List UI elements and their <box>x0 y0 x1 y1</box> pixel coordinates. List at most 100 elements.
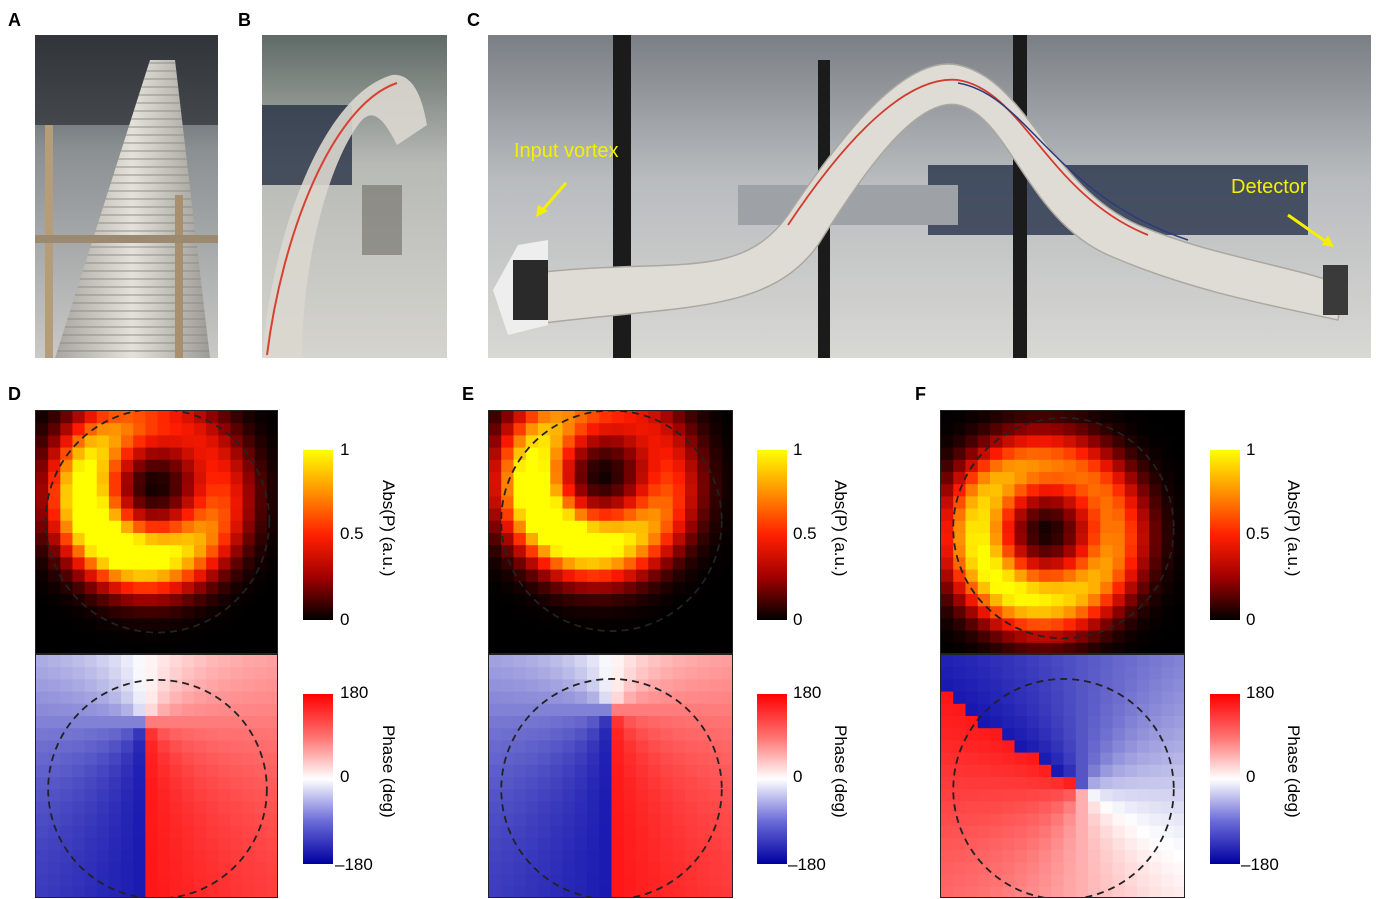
abs-tick-max-e: 1 <box>793 440 803 459</box>
heatmap-cell <box>242 569 256 583</box>
heatmap-cell <box>181 642 195 653</box>
heatmap-cell <box>1075 703 1089 717</box>
heatmap-cell <box>108 825 122 839</box>
heatmap-cell <box>697 679 711 693</box>
heatmap-cell <box>685 459 698 473</box>
heatmap-cell <box>1173 789 1184 802</box>
heatmap-cell <box>685 520 698 534</box>
heatmap-cell <box>169 691 183 705</box>
heatmap-cell <box>72 838 86 851</box>
heatmap-cell <box>953 740 967 754</box>
heatmap-cell <box>1026 581 1040 595</box>
heatmap-cell <box>1051 508 1065 522</box>
heatmap-cell <box>218 557 231 571</box>
heatmap-cell <box>36 838 49 851</box>
heatmap-cell <box>611 435 625 449</box>
heatmap-cell <box>1124 508 1138 522</box>
heatmap-cell <box>709 740 723 754</box>
heatmap-cell <box>266 508 277 522</box>
heatmap-cell <box>157 752 171 766</box>
heatmap-cell <box>1063 581 1077 595</box>
heatmap-cell <box>697 520 711 534</box>
heatmap-cell <box>1112 557 1126 571</box>
heatmap-cell <box>648 606 662 619</box>
heatmap-cell <box>1063 423 1077 436</box>
heatmap-cell <box>254 496 268 510</box>
heatmap-cell <box>636 459 649 473</box>
heatmap-cell <box>72 862 86 876</box>
heatmap-cell <box>108 459 122 473</box>
heatmap-cell <box>169 825 183 839</box>
heatmap-cell <box>230 423 244 436</box>
heatmap-cell <box>1161 533 1175 546</box>
heatmap-cell <box>550 679 564 693</box>
heatmap-cell <box>157 789 171 802</box>
heatmap-cell <box>611 655 625 668</box>
heatmap-cell <box>145 606 159 619</box>
heatmap-cell <box>1149 764 1163 778</box>
heatmap-cell <box>611 886 625 897</box>
heatmap-cell <box>218 618 231 632</box>
heatmap-cell <box>193 716 207 729</box>
heatmap-cell <box>562 825 576 839</box>
heatmap-cell <box>1100 642 1114 653</box>
heatmap-cell <box>254 581 268 595</box>
heatmap-cell <box>977 447 991 461</box>
heatmap-cell <box>525 801 539 815</box>
heatmap-cell <box>206 838 219 851</box>
heatmap-cell <box>1100 813 1114 827</box>
heatmap-cell <box>550 777 564 790</box>
heatmap-cell <box>709 606 723 619</box>
heatmap-cell <box>538 435 551 449</box>
heatmap-cell <box>1137 459 1150 473</box>
heatmap-cell <box>648 789 662 802</box>
phase-tick-max-d: 180 <box>340 683 369 702</box>
heatmap-cell <box>1149 533 1163 546</box>
heatmap-cell <box>1161 862 1175 876</box>
heatmap-cell <box>965 606 979 619</box>
heatmap-cell <box>721 545 732 558</box>
heatmap-cell <box>941 606 954 619</box>
heatmap-cell <box>513 716 527 729</box>
heatmap-cell <box>254 569 268 583</box>
heatmap-cell <box>977 825 991 839</box>
heatmap-cell <box>1039 728 1052 741</box>
heatmap-cell <box>1075 520 1089 534</box>
heatmap-cell <box>133 752 146 766</box>
heatmap-cell <box>709 886 723 897</box>
heatmap-cell <box>230 813 244 827</box>
heatmap-cell <box>538 703 551 717</box>
heatmap-cell <box>1112 850 1126 863</box>
heatmap-cell <box>587 630 600 644</box>
heatmap-cell <box>108 862 122 876</box>
heatmap-cell <box>648 691 662 705</box>
heatmap-cell <box>538 545 551 558</box>
heatmap-cell <box>1026 740 1040 754</box>
heatmap-cell <box>230 886 244 897</box>
heatmap-cell <box>218 520 231 534</box>
heatmap-cell <box>48 752 61 766</box>
heatmap-cell <box>48 508 61 522</box>
heatmap-cell <box>133 850 146 863</box>
heatmap-cell <box>60 472 74 485</box>
heatmap-cell <box>965 472 979 485</box>
heatmap-cell <box>611 606 625 619</box>
heatmap-cell <box>953 752 967 766</box>
heatmap-cell <box>1075 813 1089 827</box>
heatmap-cell <box>501 484 515 497</box>
heatmap-cell <box>672 618 686 632</box>
heatmap-cell <box>84 740 98 754</box>
heatmap-cell <box>193 789 207 802</box>
heatmap-cell <box>169 484 183 497</box>
heatmap-cell <box>36 740 49 754</box>
heatmap-cell <box>1161 472 1175 485</box>
heatmap-cell <box>513 703 527 717</box>
heatmap-cell <box>660 813 674 827</box>
heatmap-cell <box>574 545 588 558</box>
heatmap-cell <box>60 655 74 668</box>
heatmap-cell <box>990 728 1003 741</box>
heatmap-cell <box>538 813 551 827</box>
heatmap-cell <box>574 508 588 522</box>
heatmap-cell <box>266 740 277 754</box>
heatmap-cell <box>623 728 637 741</box>
